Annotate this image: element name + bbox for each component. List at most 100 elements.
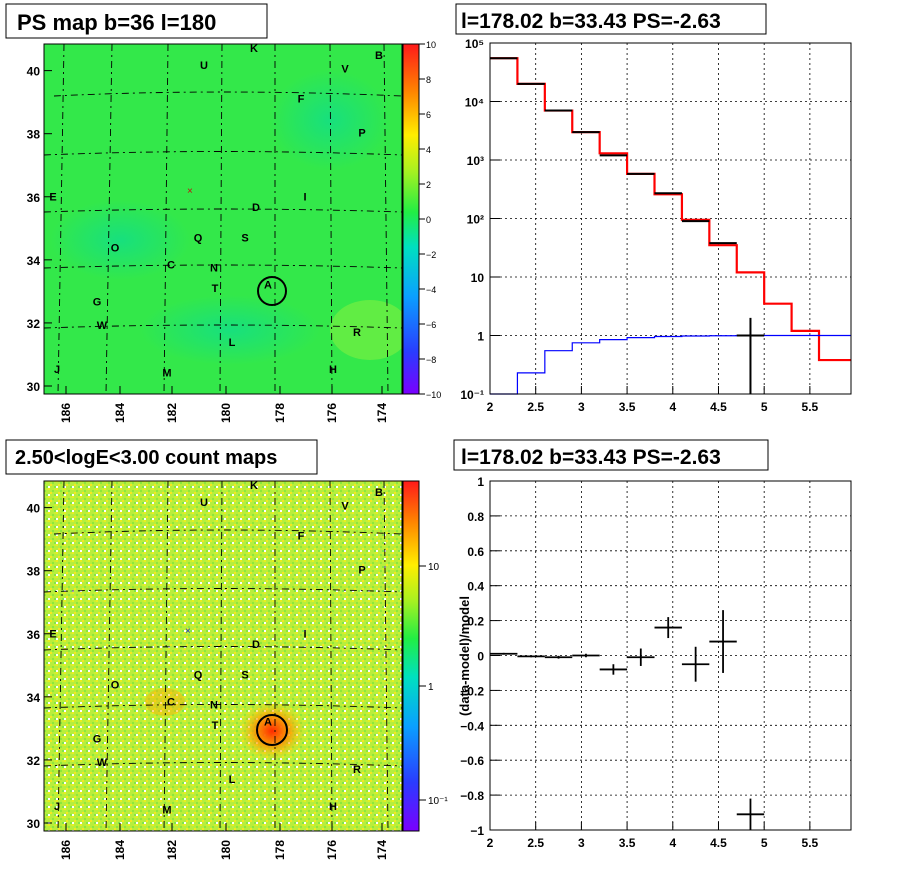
residual-data-point bbox=[654, 617, 682, 639]
spectrum-series bbox=[490, 57, 851, 395]
count-map-source-label: P bbox=[358, 565, 365, 577]
spectrum-title-box bbox=[455, 3, 767, 35]
count-map-colorbar-tick-label: 1 bbox=[428, 682, 434, 693]
count-map-source-label: V bbox=[341, 500, 349, 512]
count-map-source-label: W bbox=[97, 757, 108, 769]
count-map-source-label: K bbox=[250, 480, 258, 492]
count-map-frame bbox=[43, 480, 403, 832]
count-map-x-tick-label: 176 bbox=[325, 840, 339, 860]
ps-map-colorbar bbox=[403, 44, 419, 394]
ps-map-y-tick-label: 38 bbox=[27, 128, 41, 142]
ps-map-source-label: F bbox=[298, 94, 305, 106]
residual-data-point bbox=[544, 655, 573, 659]
ps-map-blob bbox=[140, 295, 320, 365]
count-map-image bbox=[44, 481, 402, 831]
ps-map-panel: PS map b=36 l=180 × bbox=[5, 3, 420, 395]
count-map-source-label: D bbox=[252, 639, 260, 651]
ps-map-source-label: P bbox=[358, 128, 365, 140]
ps-map-source-label: A bbox=[264, 280, 272, 292]
ps-map-blob bbox=[330, 300, 410, 360]
ps-map-target-circle bbox=[257, 276, 287, 306]
spectrum-y-tick-label: 10³ bbox=[467, 154, 484, 168]
residual-x-tick-label: 5.5 bbox=[802, 836, 819, 850]
ps-map-colorbar-tick-label: 6 bbox=[426, 110, 431, 120]
ps-map-x-tick-label: 186 bbox=[59, 403, 73, 423]
spectrum-x-tick-label: 3.5 bbox=[619, 400, 636, 414]
ps-map-colorbar-tick-label: 4 bbox=[426, 145, 431, 155]
ps-map-source-label: K bbox=[250, 43, 258, 55]
count-map-source-label: A bbox=[264, 717, 272, 729]
spectrum-red-model-line bbox=[490, 57, 851, 362]
count-map-x-tick-label: 180 bbox=[219, 840, 233, 860]
spectrum-y-tick-label: 10 bbox=[471, 271, 485, 285]
ps-map-colorbar-tick-label: 0 bbox=[426, 215, 431, 225]
ps-map-source-label: L bbox=[229, 337, 236, 349]
residual-y-tick-label: 0 bbox=[477, 650, 484, 664]
spectrum-x-tick-label: 5 bbox=[761, 400, 768, 414]
ps-map-x-tick-label: 180 bbox=[219, 403, 233, 423]
spectrum-x-tick-label: 2.5 bbox=[527, 400, 544, 414]
ps-map-y-tick-label: 34 bbox=[27, 254, 41, 268]
count-map-y-tick-label: 40 bbox=[27, 502, 41, 516]
residual-data-point bbox=[517, 655, 545, 658]
count-map-source-label: T bbox=[212, 720, 219, 732]
ps-map-source-label: I bbox=[303, 192, 306, 204]
spectrum-x-tick-label: 2 bbox=[487, 400, 494, 414]
ps-map-x-tick-label: 176 bbox=[325, 403, 339, 423]
count-map-y-tick-label: 32 bbox=[27, 754, 41, 768]
residual-x-tick-label: 2.5 bbox=[527, 836, 544, 850]
residual-data-point bbox=[627, 648, 655, 666]
spectrum-panel: l=178.02 b=33.43 PS=-2.63 2 2.5 3 3.5 4 4.5 5 5… bbox=[455, 3, 852, 414]
residual-y-tick-label: −0.2 bbox=[460, 684, 484, 698]
ps-map-x-tick-label: 174 bbox=[375, 403, 389, 423]
ps-map-center-marker: × bbox=[187, 186, 193, 197]
count-map-source-label: J bbox=[54, 801, 60, 813]
spectrum-y-tick-label: 10⁻¹ bbox=[460, 388, 484, 402]
spectrum-blue-model-line bbox=[490, 334, 851, 395]
ps-map-source-label: N bbox=[210, 263, 218, 275]
residual-x-tick-label: 3 bbox=[578, 836, 585, 850]
ps-map-colorbar-tick-label: 2 bbox=[426, 180, 431, 190]
residual-points bbox=[490, 610, 765, 830]
count-map-colorbar-tick-label: 10⁻¹ bbox=[428, 796, 448, 807]
count-map-source-label: R bbox=[353, 764, 361, 776]
count-map-y-tick-label: 30 bbox=[27, 817, 41, 831]
ps-map-y-tick-label: 30 bbox=[27, 380, 41, 394]
residual-x-tick-label: 5 bbox=[761, 836, 768, 850]
ps-map-source-label: U bbox=[200, 60, 208, 72]
count-map-hotspot bbox=[238, 701, 306, 761]
ps-map-source-label: S bbox=[241, 232, 248, 244]
residual-data-point bbox=[681, 646, 710, 682]
count-map-source-label: O bbox=[111, 679, 120, 691]
ps-map-y-tick-label: 36 bbox=[27, 191, 41, 205]
ps-map-coordinate-grid bbox=[43, 43, 403, 395]
count-map-center-marker: × bbox=[185, 626, 191, 637]
ps-map-x-tick-label: 184 bbox=[113, 403, 127, 423]
count-map-x-tick-label: 186 bbox=[59, 840, 73, 860]
residual-x-tick-label: 4.5 bbox=[710, 836, 727, 850]
count-map-x-tick-label: 174 bbox=[375, 840, 389, 860]
spectrum-x-tick-label: 4 bbox=[669, 400, 676, 414]
ps-map-source-label: H bbox=[329, 364, 337, 376]
ps-map-source-label: E bbox=[49, 192, 56, 204]
count-map-source-label: H bbox=[329, 801, 337, 813]
ps-map-source-label: Q bbox=[194, 232, 203, 244]
residual-panel: l=178.02 b=33.43 PS=-2.63 2 2.5 3 3.5 4 4.5 5 5… bbox=[453, 439, 852, 850]
spectrum-ticks: 2 2.5 3 3.5 4 4.5 5 5.5 10⁻¹ 1 10 10² 10³ 10⁴ 10⁵ bbox=[460, 37, 818, 414]
ps-map-source-label: O bbox=[111, 242, 120, 254]
count-map-panel: 2.50<logE<3.00 count maps × bbox=[5, 439, 420, 832]
ps-map-y-tick-label: 32 bbox=[27, 317, 41, 331]
residual-y-tick-label: 1 bbox=[477, 475, 484, 489]
residual-title: l=178.02 b=33.43 PS=-2.63 bbox=[461, 446, 721, 469]
spectrum-y-tick-label: 1 bbox=[477, 330, 484, 344]
count-map-coordinate-grid bbox=[43, 480, 403, 832]
count-map-source-label: F bbox=[298, 531, 305, 543]
count-map-x-tick-label: 178 bbox=[273, 840, 287, 860]
residual-y-tick-label: −0.4 bbox=[460, 719, 484, 733]
ps-map-blob bbox=[270, 70, 390, 170]
ps-map-colorbar-tick-label: −10 bbox=[426, 390, 441, 400]
count-map-x-tick-label: 184 bbox=[113, 840, 127, 860]
spectrum-frame bbox=[489, 42, 852, 395]
count-map-source-label: M bbox=[162, 804, 171, 816]
count-map-source-label: L bbox=[229, 774, 236, 786]
